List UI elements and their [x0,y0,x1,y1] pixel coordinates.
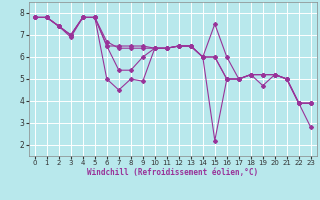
X-axis label: Windchill (Refroidissement éolien,°C): Windchill (Refroidissement éolien,°C) [87,168,258,177]
